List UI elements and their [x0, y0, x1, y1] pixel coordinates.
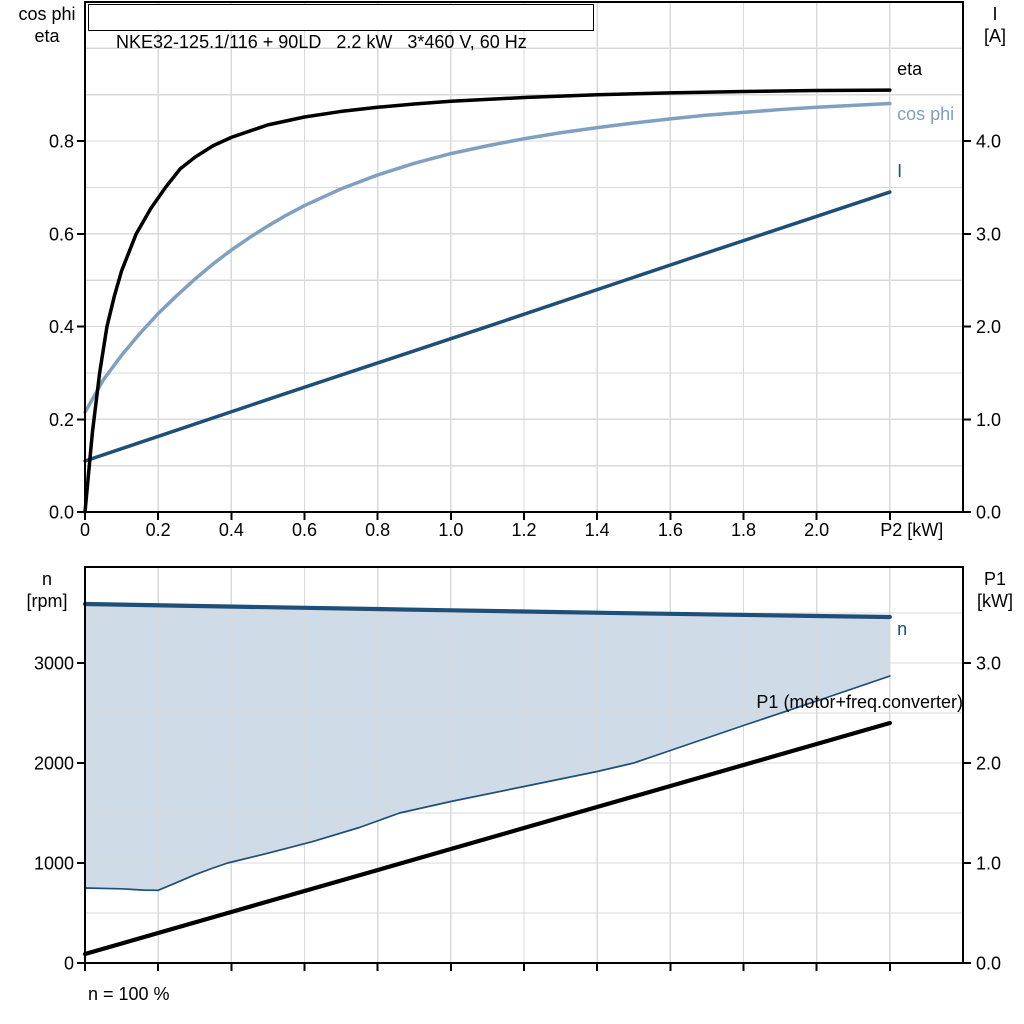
x-tick-label: 0.2	[146, 520, 171, 540]
x-tick-label: 0.6	[292, 520, 317, 540]
y-right-tick-label: 1.0	[976, 410, 1001, 430]
y-left-tick-label: 0.0	[49, 503, 74, 523]
y-right-title-line1: I	[992, 4, 998, 24]
y-left-title-line1: cos phi	[18, 4, 76, 24]
y-right-tick-label: 3.0	[976, 654, 1001, 674]
y-right-tick-label: 4.0	[976, 132, 1001, 152]
x-tick-label: 0.4	[219, 520, 244, 540]
x-tick-label: 2.0	[804, 520, 829, 540]
x-tick-label: 0.8	[365, 520, 390, 540]
speed-footnote: n = 100 %	[88, 984, 170, 1004]
y-left-tick-label: 0	[64, 954, 74, 974]
x-axis-label: P2 [kW]	[880, 520, 943, 540]
top-right-axis-title: I [A]	[966, 3, 1024, 47]
y-left-title-line2: eta	[34, 26, 60, 46]
x-tick-label: 1.2	[511, 520, 536, 540]
current-curve	[83, 190, 892, 463]
n-curve-label: n	[897, 619, 907, 639]
x-tick-label: 1.8	[731, 520, 756, 540]
bottom-panel: 0 1000 2000 3000 0.0 1.0 2.0 3.0 n P1 (motor+freq…	[34, 565, 1001, 974]
y-left-tick-label: 0.6	[49, 224, 74, 244]
n-axis-title-line2: [rpm]	[26, 591, 68, 611]
p1-curve-label: P1 (motor+freq.converter)	[756, 692, 963, 712]
y-left-tick-label: 0.4	[49, 317, 74, 337]
p1-curve	[82, 720, 892, 957]
cos-phi-curve-label: cos phi	[897, 104, 954, 124]
y-right-title-line2: [A]	[983, 26, 1006, 46]
y-left-tick-label: 0.8	[49, 132, 74, 152]
p1-axis-title-line2: [kW]	[977, 591, 1013, 611]
y-left-tick-label: 2000	[34, 754, 74, 774]
y-right-tick-label: 2.0	[976, 754, 1001, 774]
y-right-tick-label: 0.0	[976, 503, 1001, 523]
y-right-tick-label: 1.0	[976, 854, 1001, 874]
bottom-left-axis-title: n [rpm]	[6, 568, 88, 612]
x-tick-label: 0	[80, 520, 90, 540]
p1-axis-title-line1: P1	[983, 569, 1007, 589]
chart-title-box: NKE32-125.1/116 + 90LD 2.2 kW 3*460 V, 6…	[88, 4, 594, 52]
cos-phi-curve	[83, 101, 892, 415]
eta-curve-label: eta	[897, 59, 923, 79]
n-axis-title-line1: n	[41, 569, 52, 589]
n-min-curve	[84, 675, 891, 892]
y-left-tick-label: 1000	[34, 854, 74, 874]
chart-title: NKE32-125.1/116 + 90LD 2.2 kW 3*460 V, 6…	[116, 32, 527, 52]
x-tick-label: 1.6	[658, 520, 683, 540]
y-right-tick-label: 0.0	[976, 954, 1001, 974]
x-tick-label: 1.0	[438, 520, 463, 540]
current-curve-label: I	[897, 161, 902, 181]
top-panel: 0 0.2 0.4 0.6 0.8 1.0 1.2 1.4 1.6 1.8 2.0 P2 [kW] 0.…	[49, 0, 1001, 540]
y-right-tick-label: 3.0	[976, 224, 1001, 244]
y-right-tick-label: 2.0	[976, 317, 1001, 337]
y-left-tick-label: 3000	[34, 654, 74, 674]
top-left-axis-title: cos phi eta	[6, 3, 88, 47]
bottom-right-axis-title: P1 [kW]	[966, 568, 1024, 612]
n-curve	[82, 601, 892, 620]
x-tick-label: 1.4	[585, 520, 610, 540]
speed-range-fill	[85, 604, 890, 891]
y-left-tick-label: 0.2	[49, 410, 74, 430]
eta-curve	[83, 88, 892, 514]
